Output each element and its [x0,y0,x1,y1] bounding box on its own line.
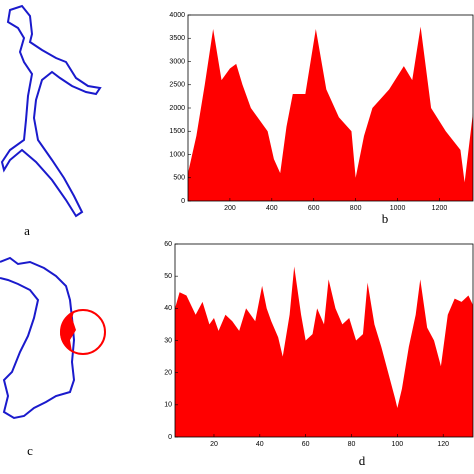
panel-label: b [382,211,389,226]
y-tick-label: 0 [168,434,172,441]
x-tick-label: 120 [437,441,449,448]
y-tick-label: 3500 [169,35,185,42]
y-tick-label: 50 [164,273,172,280]
x-tick-label: 400 [266,205,278,212]
y-tick-label: 3000 [169,58,185,65]
area [175,266,473,437]
circle-c [60,309,106,355]
x-tick-label: 1000 [390,205,406,212]
area [188,26,473,201]
y-tick-label: 1500 [169,128,185,135]
y-tick-label: 500 [173,175,185,182]
panel-label: a [24,223,30,238]
y-tick-label: 30 [164,337,172,344]
panel-label: c [27,443,33,458]
contour-c [0,256,76,420]
contour-a [0,4,102,218]
y-tick-label: 60 [164,241,172,248]
x-tick-label: 20 [210,441,218,448]
panel-label: d [359,453,366,468]
y-tick-label: 2000 [169,105,185,112]
x-tick-label: 100 [392,441,404,448]
x-tick-label: 60 [302,441,310,448]
x-tick-label: 1200 [432,205,448,212]
y-tick-label: 0 [181,198,185,205]
x-tick-label: 40 [256,441,264,448]
y-tick-label: 1000 [169,151,185,158]
y-tick-label: 40 [164,305,172,312]
x-tick-label: 200 [224,205,236,212]
y-tick-label: 10 [164,402,172,409]
x-tick-label: 80 [348,441,356,448]
y-tick-label: 2500 [169,82,185,89]
y-tick-label: 4000 [169,12,185,19]
y-tick-label: 20 [164,370,172,377]
x-tick-label: 800 [350,205,362,212]
x-tick-label: 600 [308,205,320,212]
